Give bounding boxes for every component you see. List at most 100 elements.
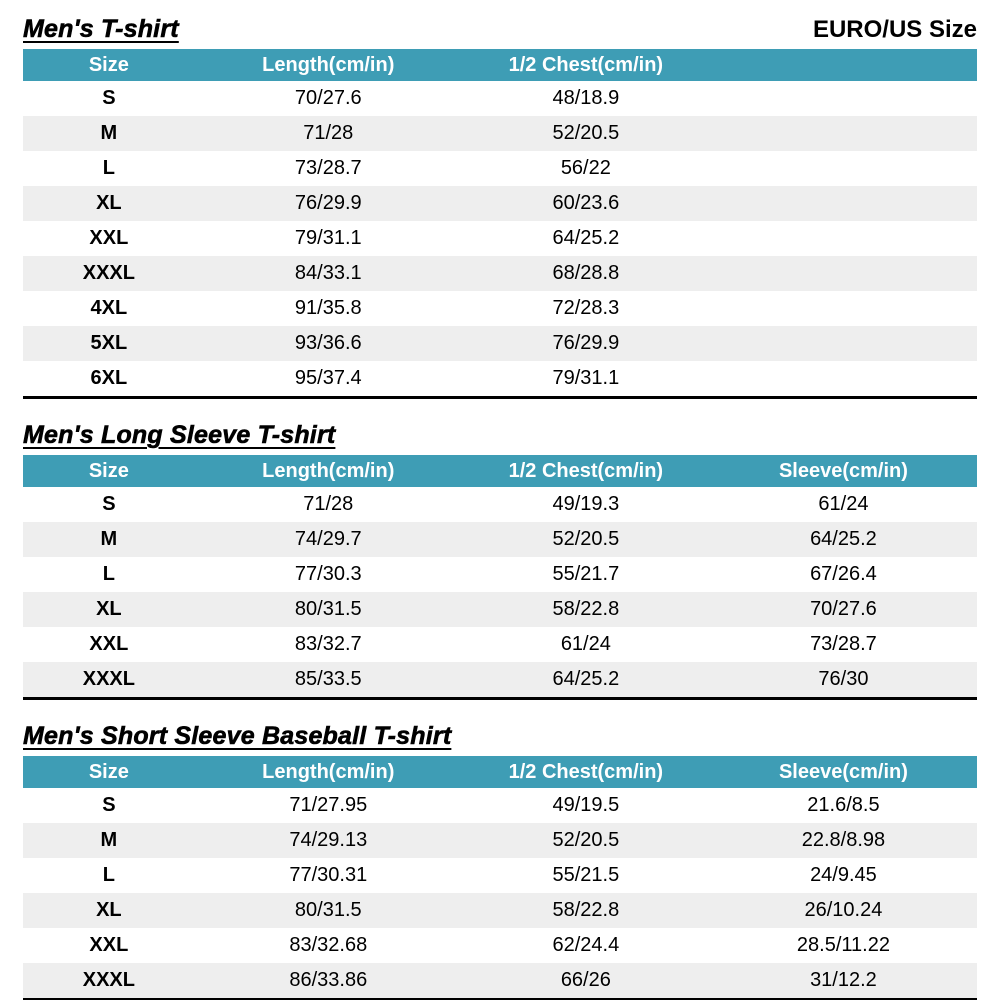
measurement-cell: 60/23.6 bbox=[461, 186, 710, 221]
column-header: Size bbox=[23, 756, 195, 788]
table-row: L 73/28.7 56/22 bbox=[23, 151, 977, 186]
column-header: Length(cm/in) bbox=[194, 49, 462, 81]
mens-long-sleeve-size-table: Size Length(cm/in) 1/2 Chest(cm/in) Sleeve(… bbox=[23, 455, 977, 700]
mens-tshirt-title-row: Men's T-shirt EURO/US Size bbox=[23, 12, 977, 44]
measurement-cell: 64/25.2 bbox=[461, 662, 710, 699]
measurement-cell: 61/24 bbox=[709, 487, 977, 522]
measurement-cell: 26/10.24 bbox=[709, 893, 977, 928]
mens-long-sleeve-section: Men's Long Sleeve T-shirt Size Length(cm/… bbox=[23, 418, 977, 700]
mens-baseball-tshirt-title-row: Men's Short Sleeve Baseball T-shirt bbox=[23, 719, 977, 751]
table-row: S 71/27.95 49/19.5 21.6/8.5 bbox=[23, 788, 977, 823]
table-row: L 77/30.31 55/21.5 24/9.45 bbox=[23, 858, 977, 893]
measurement-cell: 70/27.6 bbox=[194, 81, 462, 116]
size-cell: XXXL bbox=[23, 963, 195, 1000]
measurement-cell: 91/35.8 bbox=[194, 291, 462, 326]
measurement-cell: 73/28.7 bbox=[709, 627, 977, 662]
size-cell: XXXL bbox=[23, 256, 195, 291]
measurement-cell: 80/31.5 bbox=[194, 592, 462, 627]
table-row: XXXL 84/33.1 68/28.8 bbox=[23, 256, 977, 291]
table-row: XXL 83/32.68 62/24.4 28.5/11.22 bbox=[23, 928, 977, 963]
header-row: Size Length(cm/in) 1/2 Chest(cm/in) Sleeve(… bbox=[23, 756, 977, 788]
measurement-cell: 66/26 bbox=[461, 963, 710, 1000]
measurement-cell: 76/29.9 bbox=[194, 186, 462, 221]
measurement-cell: 85/33.5 bbox=[194, 662, 462, 699]
measurement-cell: 80/31.5 bbox=[194, 893, 462, 928]
size-cell: XXL bbox=[23, 221, 195, 256]
table-row: XXXL 86/33.86 66/26 31/12.2 bbox=[23, 963, 977, 1000]
table-row: XL 76/29.9 60/23.6 bbox=[23, 186, 977, 221]
column-header: Size bbox=[23, 455, 195, 487]
header-row: Size Length(cm/in) 1/2 Chest(cm/in) Sleeve(… bbox=[23, 455, 977, 487]
measurement-cell bbox=[709, 151, 977, 186]
measurement-cell: 24/9.45 bbox=[709, 858, 977, 893]
table-row: XXL 79/31.1 64/25.2 bbox=[23, 221, 977, 256]
size-cell: XL bbox=[23, 186, 195, 221]
measurement-cell: 77/30.3 bbox=[194, 557, 462, 592]
measurement-cell: 56/22 bbox=[461, 151, 710, 186]
measurement-cell: 64/25.2 bbox=[709, 522, 977, 557]
measurement-cell: 52/20.5 bbox=[461, 116, 710, 151]
header-row: Size Length(cm/in) 1/2 Chest(cm/in) bbox=[23, 49, 977, 81]
measurement-cell bbox=[709, 291, 977, 326]
measurement-cell: 84/33.1 bbox=[194, 256, 462, 291]
size-cell: XL bbox=[23, 592, 195, 627]
measurement-cell: 49/19.3 bbox=[461, 487, 710, 522]
measurement-cell: 49/19.5 bbox=[461, 788, 710, 823]
table-row: M 74/29.13 52/20.5 22.8/8.98 bbox=[23, 823, 977, 858]
measurement-cell: 28.5/11.22 bbox=[709, 928, 977, 963]
size-cell: S bbox=[23, 788, 195, 823]
table-row: XXXL 85/33.5 64/25.2 76/30 bbox=[23, 662, 977, 699]
size-cell: L bbox=[23, 858, 195, 893]
measurement-cell: 93/36.6 bbox=[194, 326, 462, 361]
column-header-empty bbox=[709, 49, 977, 81]
measurement-cell: 61/24 bbox=[461, 627, 710, 662]
measurement-cell: 67/26.4 bbox=[709, 557, 977, 592]
table-row: 5XL 93/36.6 76/29.9 bbox=[23, 326, 977, 361]
measurement-cell: 95/37.4 bbox=[194, 361, 462, 398]
measurement-cell: 74/29.13 bbox=[194, 823, 462, 858]
measurement-cell: 58/22.8 bbox=[461, 893, 710, 928]
mens-long-sleeve-title: Men's Long Sleeve T-shirt bbox=[23, 421, 336, 450]
size-cell: 4XL bbox=[23, 291, 195, 326]
column-header: 1/2 Chest(cm/in) bbox=[461, 756, 710, 788]
size-cell: L bbox=[23, 151, 195, 186]
measurement-cell: 79/31.1 bbox=[461, 361, 710, 398]
table-row: XXL 83/32.7 61/24 73/28.7 bbox=[23, 627, 977, 662]
measurement-cell: 48/18.9 bbox=[461, 81, 710, 116]
mens-tshirt-title: Men's T-shirt bbox=[23, 15, 179, 44]
column-header: Size bbox=[23, 49, 195, 81]
mens-tshirt-section: Men's T-shirt EURO/US Size Size Length(cm… bbox=[23, 12, 977, 399]
table-row: M 74/29.7 52/20.5 64/25.2 bbox=[23, 522, 977, 557]
measurement-cell bbox=[709, 326, 977, 361]
measurement-cell: 83/32.68 bbox=[194, 928, 462, 963]
measurement-cell: 76/30 bbox=[709, 662, 977, 699]
measurement-cell: 52/20.5 bbox=[461, 823, 710, 858]
measurement-cell: 31/12.2 bbox=[709, 963, 977, 1000]
column-header: Length(cm/in) bbox=[194, 455, 462, 487]
measurement-cell: 79/31.1 bbox=[194, 221, 462, 256]
measurement-cell: 77/30.31 bbox=[194, 858, 462, 893]
measurement-cell bbox=[709, 221, 977, 256]
measurement-cell: 22.8/8.98 bbox=[709, 823, 977, 858]
measurement-cell: 52/20.5 bbox=[461, 522, 710, 557]
measurement-cell: 71/28 bbox=[194, 487, 462, 522]
size-cell: 6XL bbox=[23, 361, 195, 398]
column-header: 1/2 Chest(cm/in) bbox=[461, 455, 710, 487]
measurement-cell: 83/32.7 bbox=[194, 627, 462, 662]
size-standard-label: EURO/US Size bbox=[812, 16, 977, 43]
table-row: S 70/27.6 48/18.9 bbox=[23, 81, 977, 116]
measurement-cell: 21.6/8.5 bbox=[709, 788, 977, 823]
measurement-cell: 71/27.95 bbox=[194, 788, 462, 823]
column-header: 1/2 Chest(cm/in) bbox=[461, 49, 710, 81]
table-row: M 71/28 52/20.5 bbox=[23, 116, 977, 151]
table-row: XL 80/31.5 58/22.8 26/10.24 bbox=[23, 893, 977, 928]
column-header: Sleeve(cm/in) bbox=[709, 756, 977, 788]
table-row: 4XL 91/35.8 72/28.3 bbox=[23, 291, 977, 326]
measurement-cell: 73/28.7 bbox=[194, 151, 462, 186]
measurement-cell: 76/29.9 bbox=[461, 326, 710, 361]
measurement-cell: 58/22.8 bbox=[461, 592, 710, 627]
mens-baseball-tshirt-title: Men's Short Sleeve Baseball T-shirt bbox=[23, 722, 452, 751]
measurement-cell: 70/27.6 bbox=[709, 592, 977, 627]
table-row: XL 80/31.5 58/22.8 70/27.6 bbox=[23, 592, 977, 627]
